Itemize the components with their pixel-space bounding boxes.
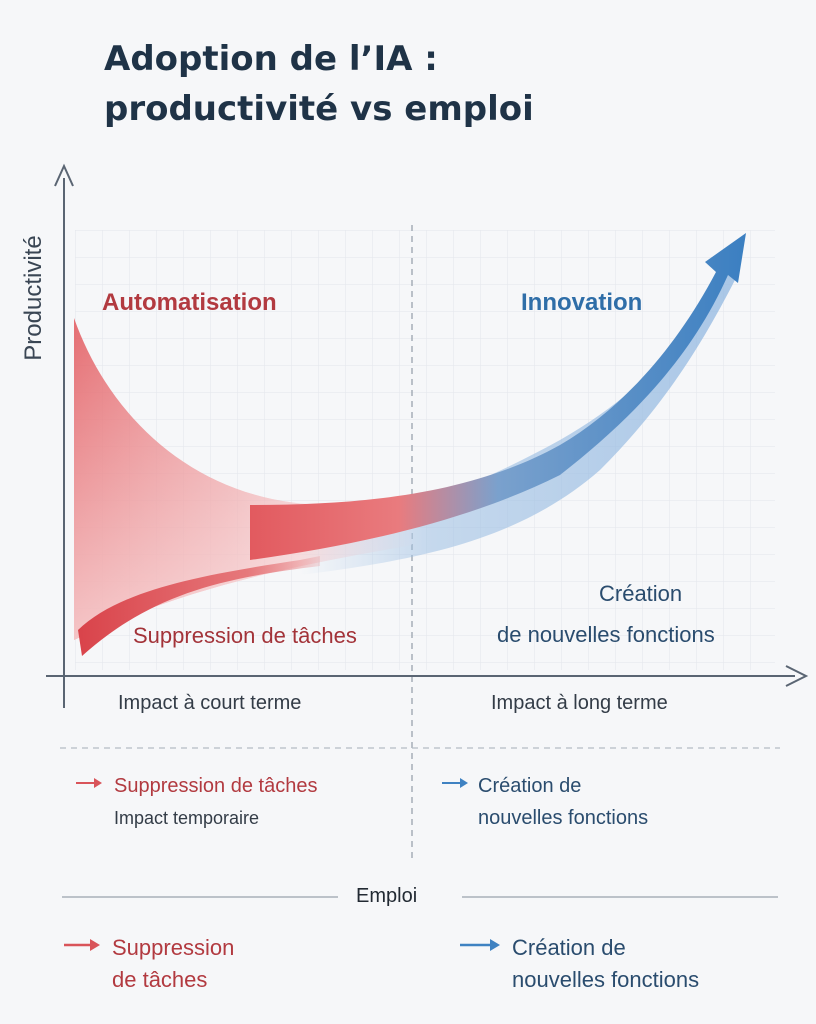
blue-arrow-icon [442, 778, 468, 788]
long-term-label: Impact à long terme [491, 692, 668, 714]
legend-task-removal-note: Impact temporaire [114, 808, 260, 828]
emploi-new-functions-line2: nouvelles fonctions [512, 967, 700, 992]
legend-task-removal: Suppression de tâches Impact temporaire [74, 770, 317, 832]
y-axis-label: Productivité [20, 235, 47, 361]
task-removal-swoosh [78, 556, 320, 656]
y-axis-arrowhead [54, 163, 74, 187]
legend-task-removal-title: Suppression de tâches [114, 775, 318, 797]
title-line-2: productivité vs emploi [104, 89, 534, 129]
page-title: Adoption de l’IA : productivité vs emplo… [104, 34, 534, 134]
emploi-task-removal-line1: Suppression [112, 935, 235, 960]
emploi-new-functions-line1: Création de [512, 935, 626, 960]
automation-label: Automatisation [102, 289, 277, 316]
productivity-band [250, 233, 746, 560]
emploi-task-removal: Suppression de tâches [62, 932, 234, 996]
title-line-1: Adoption de l’IA : [104, 39, 438, 79]
short-term-label: Impact à court terme [118, 692, 302, 714]
emploi-heading: Emploi [356, 885, 418, 907]
red-arrow-icon [76, 778, 102, 788]
grid-background [75, 230, 775, 670]
legend-new-functions-line1: Création de [478, 775, 582, 797]
innovation-label: Innovation [521, 289, 643, 316]
x-axis-arrowhead [785, 665, 809, 687]
creation-label-line2: de nouvelles fonctions [497, 622, 715, 647]
blue-arrow-icon [460, 939, 500, 951]
legend-new-functions-line2: nouvelles fonctions [478, 807, 649, 829]
emploi-task-removal-line2: de tâches [112, 967, 208, 992]
creation-label-line1: Création [599, 581, 683, 606]
task-removal-label: Suppression de tâches [133, 623, 357, 648]
red-arrow-icon [64, 939, 100, 951]
legend-new-functions: Création de nouvelles fonctions [440, 770, 648, 834]
emploi-new-functions: Création de nouvelles fonctions [458, 932, 699, 996]
